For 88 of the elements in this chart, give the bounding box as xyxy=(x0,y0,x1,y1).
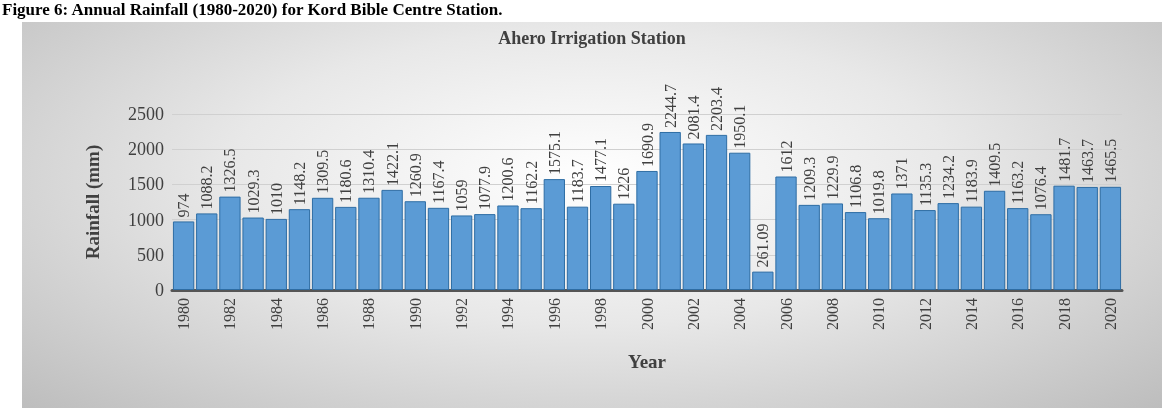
bar xyxy=(311,197,334,290)
data-label: 1135.3 xyxy=(916,162,934,207)
y-tick-label: 0 xyxy=(155,280,164,300)
bar xyxy=(983,190,1006,290)
data-label: 261.09 xyxy=(754,223,772,268)
data-label: 1612 xyxy=(777,140,795,173)
data-label: 1200.6 xyxy=(499,157,517,202)
data-label: 1575.1 xyxy=(545,131,563,176)
y-tick-label: 1000 xyxy=(128,209,164,230)
data-label: 1309.5 xyxy=(314,149,332,194)
data-label: 1183.7 xyxy=(568,159,586,203)
data-label: 1183.9 xyxy=(962,159,980,203)
bar xyxy=(172,221,195,290)
data-label: 1422.1 xyxy=(383,141,401,186)
data-label: 1234.2 xyxy=(939,155,957,200)
x-tick-label: 1988 xyxy=(360,298,378,330)
x-tick-label: 2006 xyxy=(777,298,795,330)
data-label: 1326.5 xyxy=(221,148,239,193)
data-label: 1310.4 xyxy=(360,149,378,194)
x-tick-label: 1996 xyxy=(545,298,563,330)
y-axis-title: Rainfall (mm) xyxy=(82,144,104,260)
data-label: 1481.7 xyxy=(1055,137,1073,182)
data-label: 1465.5 xyxy=(1101,138,1119,183)
data-label: 1477.1 xyxy=(592,138,610,183)
x-tick-label: 1990 xyxy=(406,298,424,330)
x-tick-label: 1986 xyxy=(314,298,332,330)
data-label: 1076.4 xyxy=(1032,166,1050,211)
data-label: 1260.9 xyxy=(406,153,424,198)
data-label: 1163.2 xyxy=(1009,160,1027,205)
data-label: 1463.7 xyxy=(1078,138,1096,183)
data-label: 1148.2 xyxy=(290,161,308,206)
bar xyxy=(844,212,867,290)
bar xyxy=(566,206,589,290)
bar xyxy=(427,207,450,290)
data-label: 1690.9 xyxy=(638,122,656,167)
caption: Figure 6: Annual Rainfall (1980-2020) for Kord Bible Centre Station. xyxy=(1,0,504,21)
x-axis-title: Year xyxy=(628,351,667,372)
x-tick-label: 1992 xyxy=(453,298,471,330)
chart-title: Ahero Irrigation Station xyxy=(498,28,686,48)
data-label: 1029.3 xyxy=(244,169,262,214)
data-label: 1106.8 xyxy=(847,164,865,209)
bar xyxy=(682,143,704,290)
x-tick-label: 2000 xyxy=(638,298,656,330)
data-label: 1209.3 xyxy=(800,156,818,201)
data-label: 1229.9 xyxy=(823,155,841,200)
data-label: 1950.1 xyxy=(731,104,749,149)
bar xyxy=(543,179,565,290)
bar xyxy=(821,203,844,290)
x-tick-label: 2018 xyxy=(1055,298,1073,330)
x-tick-label: 1998 xyxy=(592,298,610,330)
bar xyxy=(1099,186,1122,290)
bar xyxy=(450,215,473,290)
x-tick-label: 2012 xyxy=(916,298,934,330)
data-label: 1409.5 xyxy=(986,142,1004,187)
x-tick-label: 1994 xyxy=(499,298,517,330)
x-tick-label: 1980 xyxy=(175,298,193,330)
x-tick-label: 2002 xyxy=(684,298,702,330)
y-tick-label: 2500 xyxy=(128,104,164,124)
y-tick-label: 500 xyxy=(137,244,164,265)
data-label: 1180.6 xyxy=(337,159,355,203)
data-label: 2244.7 xyxy=(661,83,679,128)
bar xyxy=(288,209,311,290)
x-tick-label: 2014 xyxy=(962,298,980,330)
data-label: 2081.4 xyxy=(684,95,702,140)
data-label: 1162.2 xyxy=(522,160,540,205)
data-label: 1167.4 xyxy=(429,160,447,204)
bar xyxy=(705,134,728,290)
data-label: 1059 xyxy=(453,179,471,212)
x-tick-label: 2010 xyxy=(870,298,888,330)
x-tick-label: 2020 xyxy=(1101,298,1119,330)
x-tick-label: 2004 xyxy=(731,298,749,330)
data-label: 1088.2 xyxy=(198,165,216,210)
data-label: 1077.9 xyxy=(476,166,494,211)
data-label: 1226 xyxy=(615,167,633,200)
bar xyxy=(729,152,751,290)
x-tick-label: 2008 xyxy=(823,298,841,330)
data-label: 1371 xyxy=(893,157,911,190)
data-label: 974 xyxy=(175,193,193,218)
x-tick-label: 2016 xyxy=(1009,298,1027,330)
data-label: 1019.8 xyxy=(870,170,888,215)
bar xyxy=(960,206,983,290)
bar xyxy=(590,186,612,290)
y-tick-label: 1500 xyxy=(128,174,164,195)
x-tick-label: 1984 xyxy=(267,298,285,330)
data-label: 2203.4 xyxy=(708,86,726,131)
x-tick-label: 1982 xyxy=(221,298,239,330)
y-tick-label: 2000 xyxy=(128,139,164,160)
data-label: 1010 xyxy=(267,182,285,215)
